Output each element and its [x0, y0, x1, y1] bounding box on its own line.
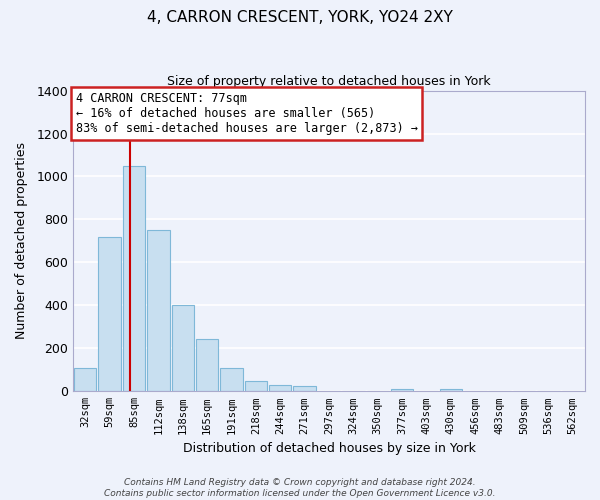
Bar: [196, 338, 218, 392]
Bar: [220, 368, 243, 392]
Text: 4, CARRON CRESCENT, YORK, YO24 2XY: 4, CARRON CRESCENT, YORK, YO24 2XY: [147, 10, 453, 25]
X-axis label: Distribution of detached houses by size in York: Distribution of detached houses by size …: [182, 442, 475, 455]
Bar: [245, 381, 267, 392]
Y-axis label: Number of detached properties: Number of detached properties: [15, 142, 28, 340]
Text: 4 CARRON CRESCENT: 77sqm
← 16% of detached houses are smaller (565)
83% of semi-: 4 CARRON CRESCENT: 77sqm ← 16% of detach…: [76, 92, 418, 135]
Bar: [172, 306, 194, 392]
Bar: [293, 386, 316, 392]
Bar: [123, 166, 145, 392]
Bar: [391, 389, 413, 392]
Bar: [440, 388, 462, 392]
Bar: [98, 236, 121, 392]
Bar: [147, 230, 170, 392]
Bar: [269, 386, 292, 392]
Title: Size of property relative to detached houses in York: Size of property relative to detached ho…: [167, 75, 491, 88]
Text: Contains HM Land Registry data © Crown copyright and database right 2024.
Contai: Contains HM Land Registry data © Crown c…: [104, 478, 496, 498]
Bar: [74, 368, 97, 392]
